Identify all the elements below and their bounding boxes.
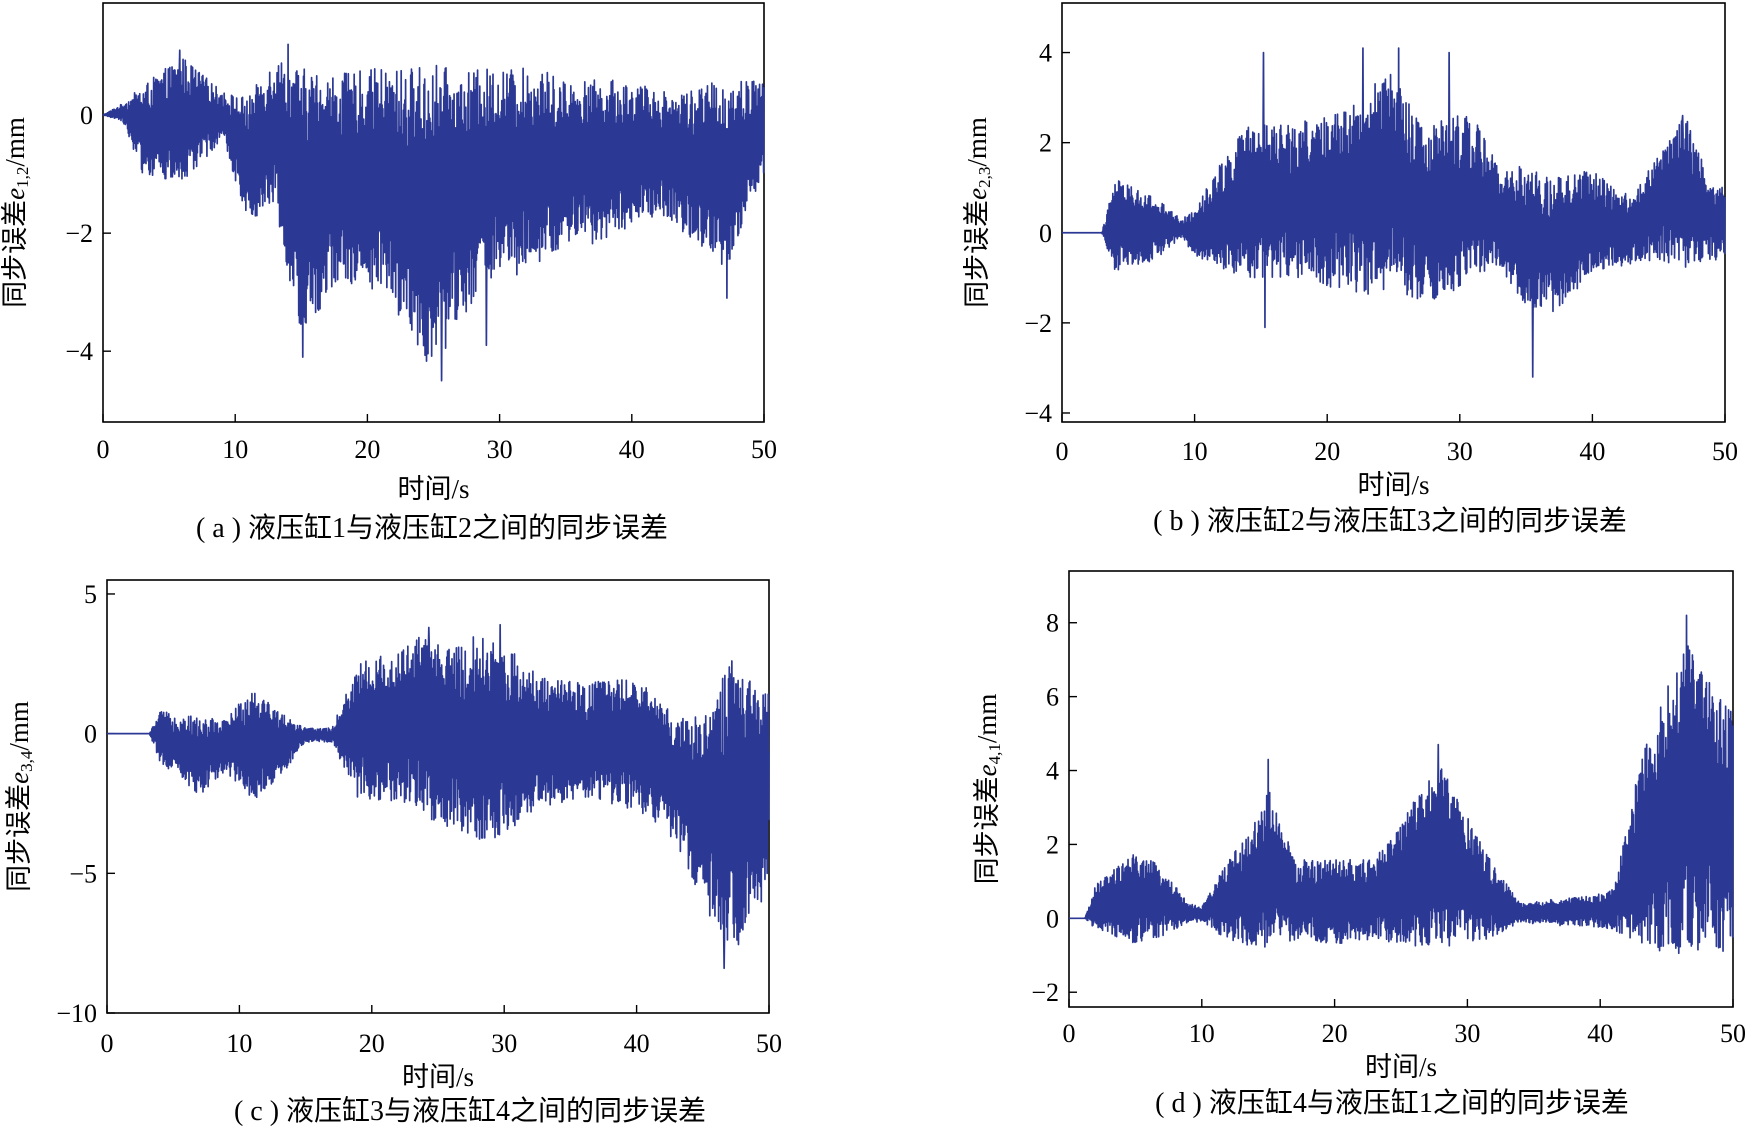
sync-error-series-line (1068, 614, 1734, 955)
y-tick-label: 4 (1039, 39, 1052, 68)
y-tick-label: −2 (65, 219, 93, 248)
y-tick-label: 2 (1046, 830, 1059, 859)
y-tick-label: −4 (1024, 399, 1052, 428)
x-axis-title: 时间/s (397, 474, 469, 504)
y-axis-title-subscript: 1,2 (13, 167, 32, 188)
y-tick-label: 0 (1039, 219, 1052, 248)
x-tick-label: 0 (97, 435, 110, 464)
x-axis-title: 时间/s (402, 1062, 474, 1092)
y-tick-label: 0 (80, 101, 93, 130)
x-tick-label: 0 (1056, 437, 1069, 466)
y-tick-label: 0 (84, 720, 97, 749)
y-tick-label: 8 (1046, 609, 1059, 638)
x-tick-label: 30 (487, 435, 513, 464)
panel-a: 0 10 20 30 40 50 −4 −2 0 时间/s 同步误差e1,2/mm ( a ) 液压缸… (0, 2, 777, 544)
x-tick-label: 50 (751, 435, 777, 464)
x-tick-label: 50 (1720, 1019, 1746, 1048)
panel-caption: ( d ) 液压缸4与液压缸1之间的同步误差 (1155, 1087, 1629, 1119)
x-tick-label: 40 (624, 1029, 650, 1058)
y-tick-label: −5 (69, 859, 97, 888)
y-axis-title: 同步误差e1,2/mm (0, 117, 32, 308)
y-axis-title-variable: e (0, 188, 30, 200)
x-tick-label: 50 (1712, 437, 1738, 466)
y-axis-title-variable: e (972, 764, 1002, 776)
x-axis-title: 时间/s (1365, 1052, 1437, 1082)
y-axis-title-unit: /mm (972, 694, 1002, 744)
x-tick-label: 30 (491, 1029, 517, 1058)
y-axis-title: 同步误差e4,1/mm (972, 694, 1004, 885)
y-axis-title-subscript: 4,1 (985, 743, 1004, 764)
sync-error-series-line (102, 43, 765, 382)
y-tick-label: 5 (84, 580, 97, 609)
panel-b: 0 10 20 30 40 50 −4 −2 0 2 4 时间/s 同步误差e2,3/mm ( b ) 液… (962, 2, 1738, 537)
panel-caption: ( b ) 液压缸2与液压缸3之间的同步误差 (1153, 505, 1627, 537)
sync-error-series-line (106, 623, 770, 970)
panel-c: 0 10 20 30 40 50 −10 −5 0 5 时间/s 同步误差e3,4/mm ( c ) 液… (4, 579, 782, 1127)
x-tick-label: 40 (1579, 437, 1605, 466)
plot-frame (102, 2, 765, 423)
x-axis-title: 时间/s (1357, 470, 1429, 500)
x-tick-label: 30 (1447, 437, 1473, 466)
x-tick-label: 0 (101, 1029, 114, 1058)
x-tick-label: 10 (222, 435, 248, 464)
y-axis-title-unit: /mm (962, 117, 992, 167)
x-tick-label: 0 (1063, 1019, 1076, 1048)
y-axis-title-unit: /mm (4, 701, 34, 751)
x-tick-label: 50 (756, 1029, 782, 1058)
y-axis-title-prefix: 同步误差 (962, 200, 992, 308)
y-axis-title: 同步误差e3,4/mm (4, 701, 36, 892)
y-tick-label: −10 (56, 999, 97, 1028)
sync-error-series-line (1061, 47, 1726, 378)
panel-caption: ( c ) 液压缸3与液压缸4之间的同步误差 (234, 1095, 706, 1127)
x-tick-label: 20 (354, 435, 380, 464)
y-tick-label: 0 (1046, 904, 1059, 933)
x-tick-label: 20 (1314, 437, 1340, 466)
y-axis-title-subscript: 3,4 (17, 750, 36, 772)
x-tick-label: 20 (1322, 1019, 1348, 1048)
y-tick-label: −2 (1031, 978, 1059, 1007)
y-tick-label: −4 (65, 337, 93, 366)
y-tick-label: 4 (1046, 757, 1059, 786)
x-tick-label: 10 (226, 1029, 252, 1058)
x-tick-label: 30 (1454, 1019, 1480, 1048)
x-tick-label: 40 (1587, 1019, 1613, 1048)
y-tick-label: 6 (1046, 683, 1059, 712)
x-tick-label: 10 (1189, 1019, 1215, 1048)
y-axis-title-prefix: 同步误差 (972, 776, 1002, 884)
x-tick-label: 10 (1182, 437, 1208, 466)
x-tick-label: 20 (359, 1029, 385, 1058)
y-axis-title-subscript: 2,3 (975, 167, 994, 188)
y-tick-label: 2 (1039, 129, 1052, 158)
y-axis-title-unit: /mm (0, 117, 30, 167)
y-axis-title-prefix: 同步误差 (4, 784, 34, 892)
y-tick-label: −2 (1024, 309, 1052, 338)
x-tick-label: 40 (619, 435, 645, 464)
y-axis-title-prefix: 同步误差 (0, 200, 30, 308)
y-axis-title: 同步误差e2,3/mm (962, 117, 994, 308)
y-axis-title-variable: e (4, 772, 34, 784)
panel-caption: ( a ) 液压缸1与液压缸2之间的同步误差 (196, 512, 668, 544)
y-axis-title-variable: e (962, 188, 992, 200)
